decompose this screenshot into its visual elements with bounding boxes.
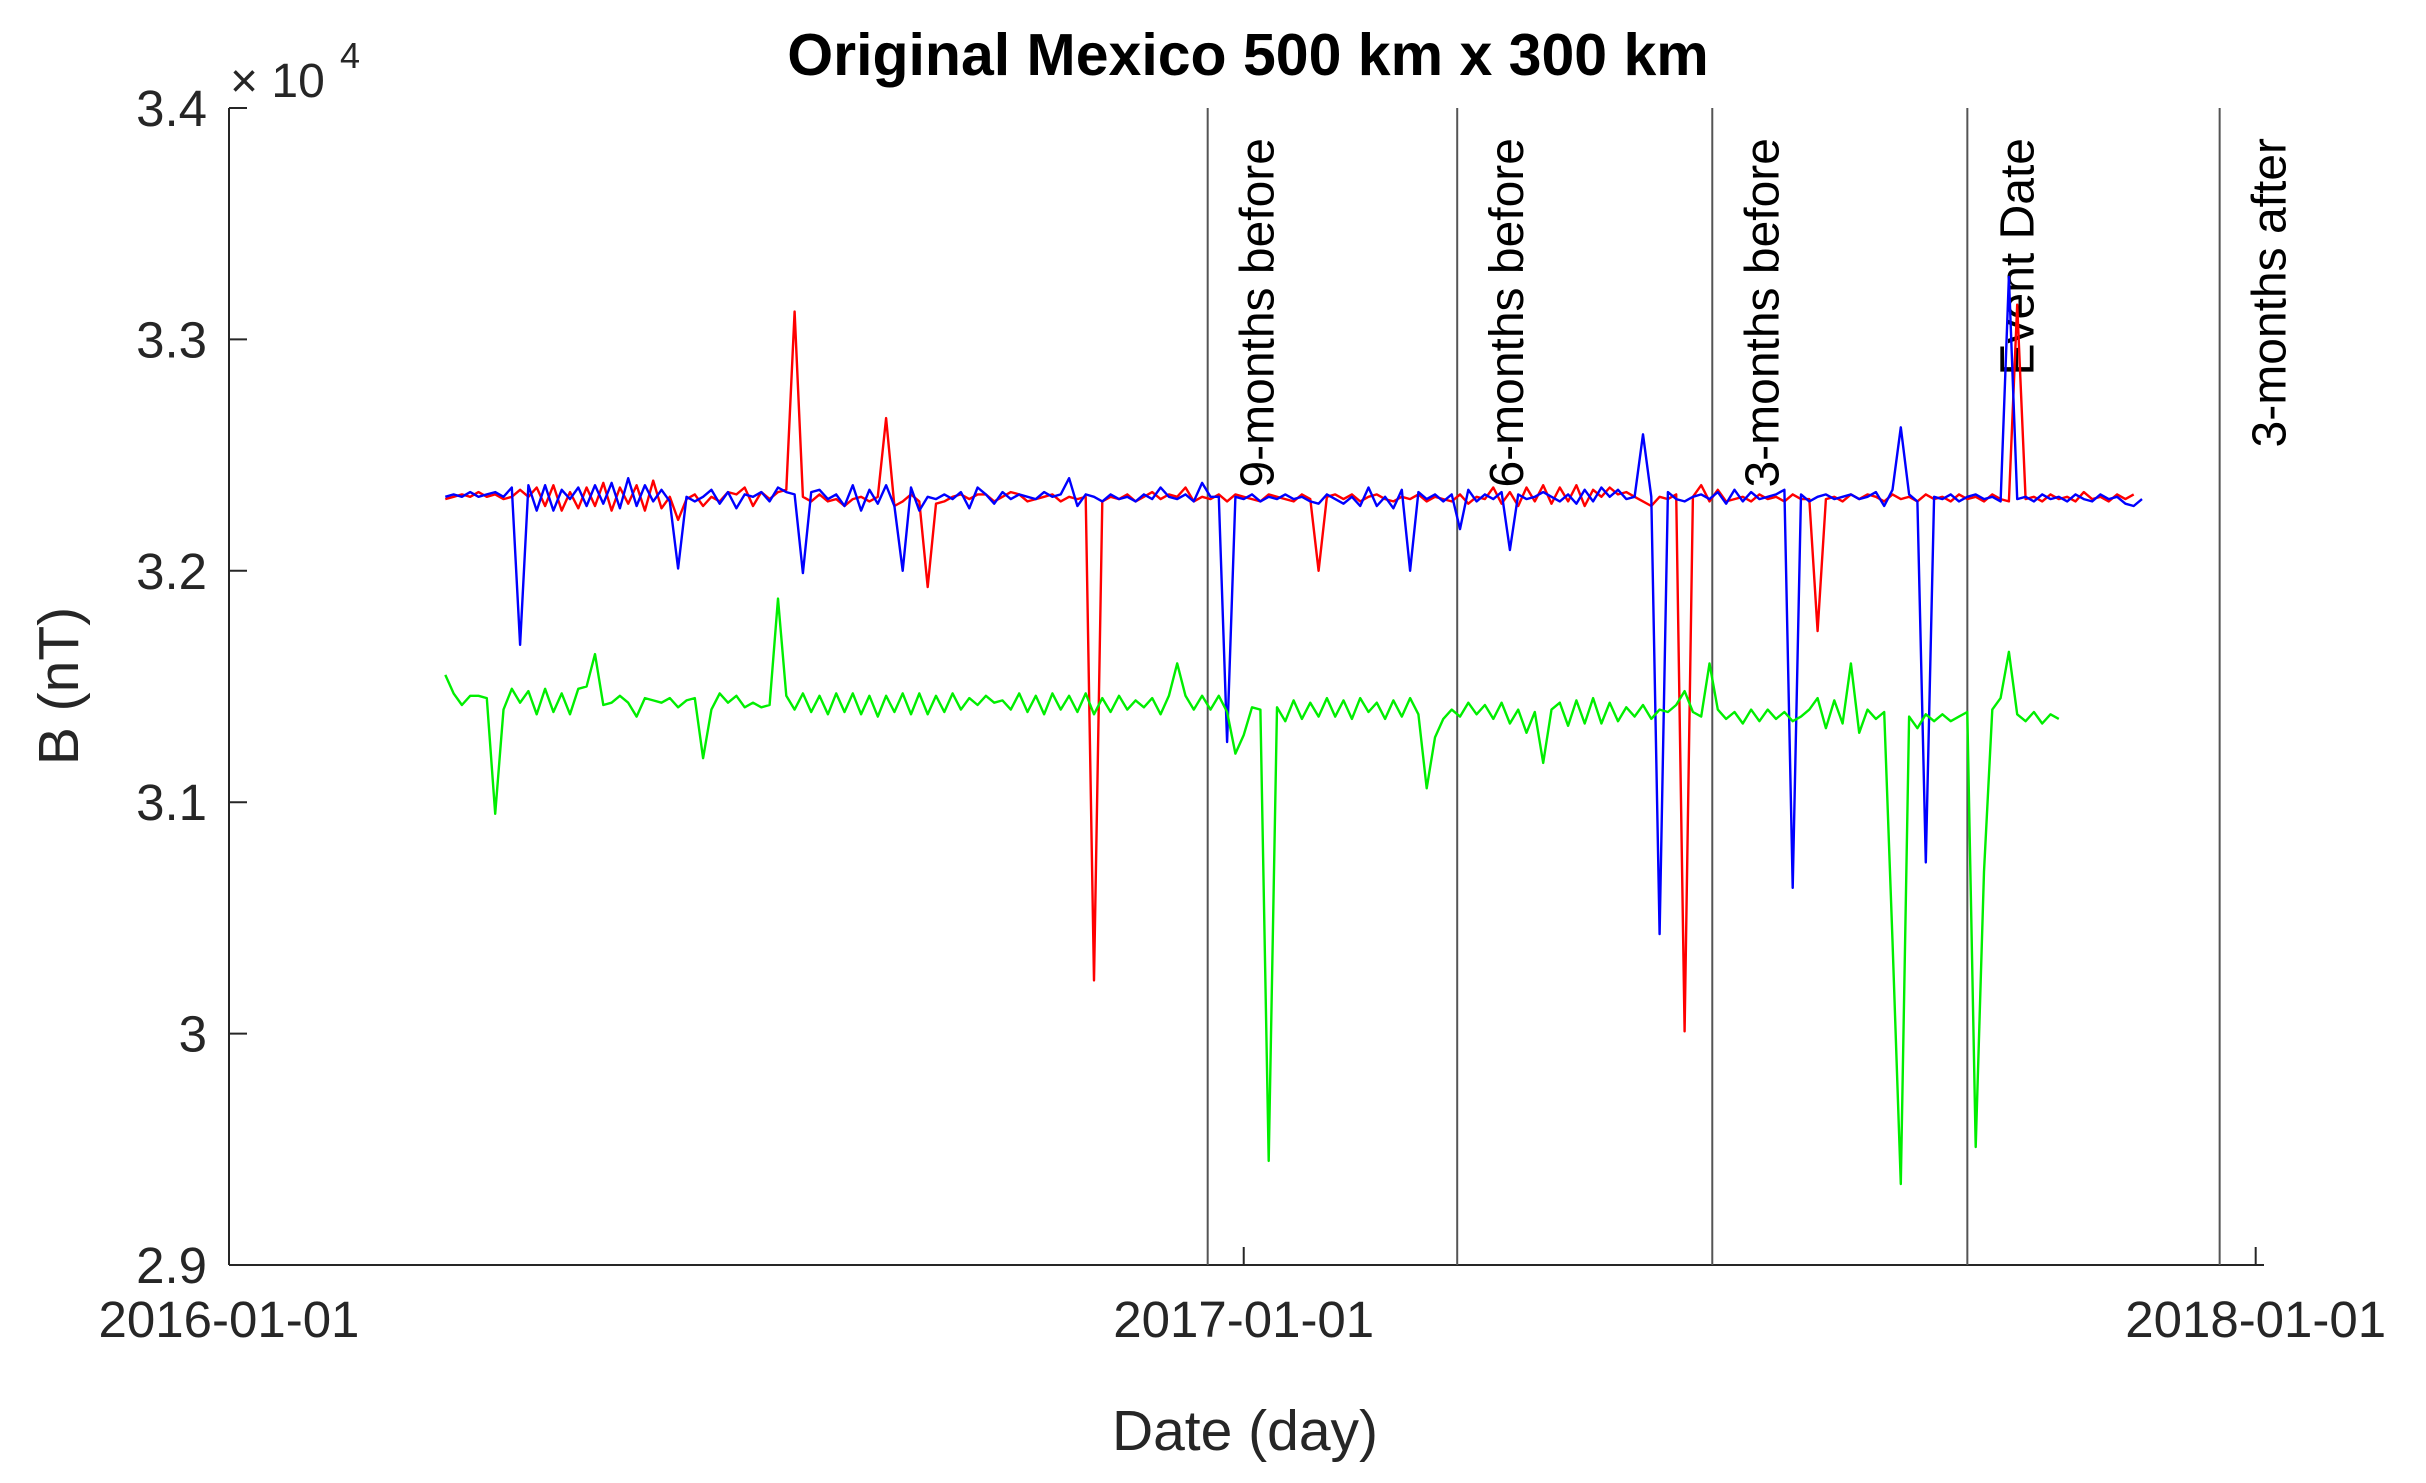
y-tick-label: 3.1 bbox=[136, 774, 207, 831]
x-tick-label: 2018-01-01 bbox=[2125, 1291, 2386, 1348]
y-tick-label: 3 bbox=[179, 1006, 207, 1063]
axes: 2.9 3 3.1 3.2 3.3 3.4 2016-01-01 2017-01-01 2018… bbox=[99, 80, 2387, 1348]
series-line-3 bbox=[444, 597, 2060, 1186]
event-label: 3-months before bbox=[1736, 138, 1789, 488]
y-tick-label: 2.9 bbox=[136, 1237, 207, 1294]
event-lines: 9-months before 6-months before 3-months b… bbox=[1206, 108, 2297, 1265]
y-exponent: × 10 4 bbox=[230, 35, 360, 108]
x-tick-label: 2017-01-01 bbox=[1113, 1291, 1374, 1348]
event-label: 3-months after bbox=[2244, 138, 2297, 447]
y-tick-label: 3.2 bbox=[136, 543, 207, 600]
x-tick-label: 2016-01-01 bbox=[99, 1291, 360, 1348]
event-label: 9-months before bbox=[1232, 138, 1285, 488]
y-tick-label: 3.4 bbox=[136, 80, 207, 137]
series bbox=[444, 275, 2143, 1186]
series-line-1 bbox=[444, 303, 2135, 1033]
y-tick-label: 3.3 bbox=[136, 311, 207, 368]
event-label: 6-months before bbox=[1481, 138, 1534, 488]
y-exponent-power: 4 bbox=[340, 35, 360, 76]
y-exponent-base: × 10 bbox=[230, 55, 325, 108]
chart-title: Original Mexico 500 km x 300 km bbox=[787, 22, 1709, 88]
y-axis-label: B (nT) bbox=[27, 607, 91, 765]
series-line-2 bbox=[444, 275, 2143, 936]
x-axis-label: Date (day) bbox=[1112, 1399, 1378, 1463]
